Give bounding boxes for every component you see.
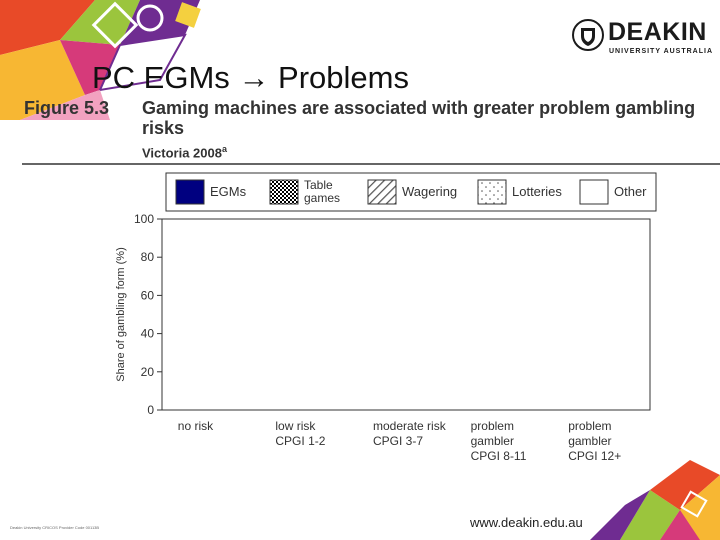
slide-title: PC EGMs → Problems bbox=[92, 60, 409, 95]
logo-subtitle: UNIVERSITY AUSTRALIA bbox=[609, 48, 714, 55]
figure-divider bbox=[22, 163, 720, 165]
y-tick-label-4: 80 bbox=[141, 250, 155, 264]
x-category-label-3-1: gambler bbox=[471, 434, 514, 448]
decorative-pattern-top-left bbox=[0, 0, 201, 120]
figure-subtitle: Victoria 2008a bbox=[142, 144, 227, 160]
y-tick-label-5: 100 bbox=[134, 212, 154, 226]
website-url[interactable]: www.deakin.edu.au bbox=[470, 515, 583, 530]
figure-subtitle-text: Victoria 2008 bbox=[142, 145, 222, 161]
legend-label-0: EGMs bbox=[210, 184, 247, 199]
x-category-label-2-1: CPGI 3-7 bbox=[373, 434, 423, 448]
x-category-label-4-2: CPGI 12+ bbox=[568, 449, 621, 463]
legend-label-2: Wagering bbox=[402, 184, 457, 199]
y-tick-label-0: 0 bbox=[147, 403, 154, 417]
legend-swatch-2 bbox=[367, 179, 397, 205]
legend-swatch-0 bbox=[175, 179, 205, 205]
plot-frame bbox=[161, 218, 651, 411]
figure-subtitle-note: a bbox=[221, 144, 227, 154]
legend-swatch-3 bbox=[477, 179, 507, 205]
university-crest-icon bbox=[572, 19, 604, 51]
x-category-label-3-2: CPGI 8-11 bbox=[471, 449, 527, 463]
x-category-label-2-0: moderate risk bbox=[373, 419, 447, 433]
legend-frame bbox=[165, 172, 657, 212]
legend-swatch-1 bbox=[269, 179, 299, 205]
x-category-label-4-0: problem bbox=[568, 419, 611, 433]
x-category-label-1-1: CPGI 1-2 bbox=[275, 434, 325, 448]
y-tick-label-2: 40 bbox=[141, 327, 155, 341]
legend-label-4: Other bbox=[614, 184, 647, 199]
x-category-label-1-0: low risk bbox=[275, 419, 316, 433]
y-axis-label: Share of gambling form (%) bbox=[115, 247, 127, 382]
figure-label: Figure 5.3 bbox=[24, 98, 110, 118]
legend-label-3: Lotteries bbox=[512, 184, 562, 199]
decorative-pattern-bottom-right bbox=[590, 460, 720, 540]
figure-title: Gaming machines are associated with grea… bbox=[142, 98, 696, 138]
legend-label-1-1: games bbox=[304, 191, 340, 205]
deakin-logo: DEAKIN UNIVERSITY AUSTRALIA bbox=[572, 18, 712, 60]
logo-name: DEAKIN bbox=[608, 18, 707, 46]
cricos-footer: Deakin University CRICOS Provider Code 0… bbox=[10, 525, 100, 530]
x-category-label-0-0: no risk bbox=[178, 419, 214, 433]
y-tick-label-1: 20 bbox=[141, 365, 155, 379]
legend-swatch-4 bbox=[579, 179, 609, 205]
y-tick-label-3: 60 bbox=[141, 288, 155, 302]
x-category-label-4-1: gambler bbox=[568, 434, 611, 448]
legend-label-1-0: Table bbox=[304, 178, 333, 192]
x-category-label-3-0: problem bbox=[471, 419, 514, 433]
